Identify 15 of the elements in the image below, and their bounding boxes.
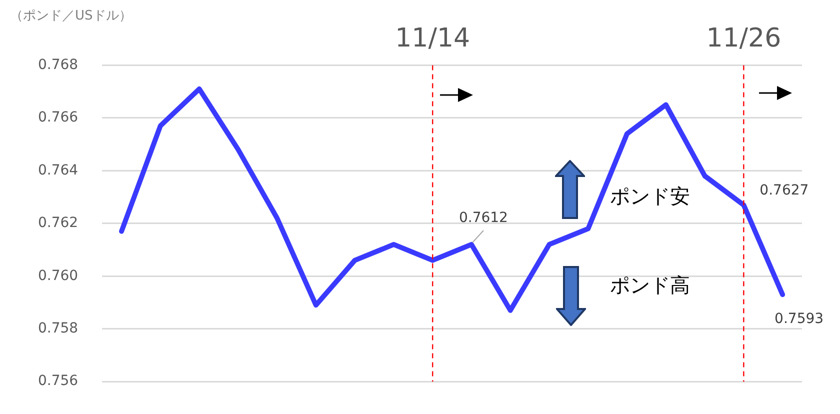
x-tick-label: 11/14 (395, 23, 470, 54)
x-tick-label: 11/26 (706, 23, 782, 54)
data-label: 0.7593 (774, 311, 824, 328)
y-tick-label: 0.768 (38, 56, 78, 73)
data-label: 0.7612 (458, 210, 508, 226)
y-tick-label: 0.758 (38, 320, 78, 337)
y-tick-label: 0.762 (38, 215, 78, 232)
y-tick-label: 0.766 (38, 110, 78, 126)
y-tick-label: 0.764 (38, 162, 78, 178)
y-tick-label: 0.756 (38, 373, 78, 390)
annotation: ポンド高 (610, 273, 690, 298)
y-tick-label: 0.760 (38, 268, 78, 284)
annotation: ポンド安 (610, 184, 690, 208)
data-label: 0.7627 (760, 182, 809, 199)
y-axis-title: （ポンド／USドル） (10, 8, 132, 24)
